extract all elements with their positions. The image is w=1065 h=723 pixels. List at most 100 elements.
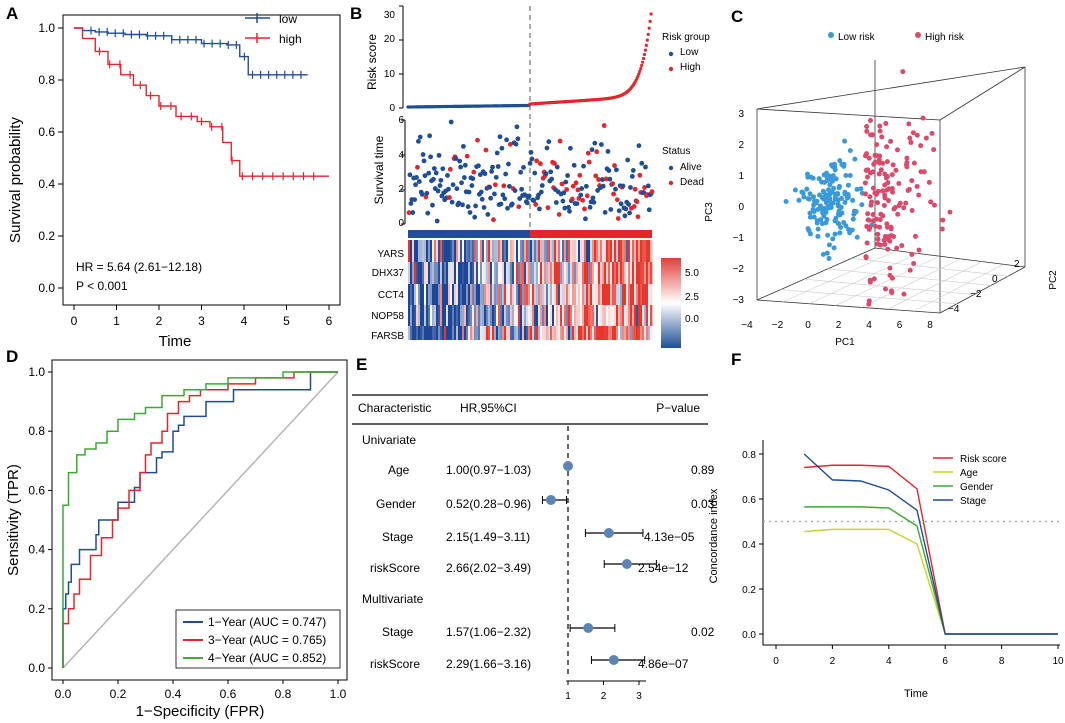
survival-point [637,143,642,148]
km-xlabel: Time [159,333,192,350]
pca-point-low [826,187,831,192]
roc-ylabel: Sensitivity (TPR) [5,464,22,576]
group-bar-low [408,230,530,238]
pca-grid-line [804,279,974,294]
pca-point-low [832,245,837,250]
panel-label-c: C [731,7,743,26]
forest-xtick-label: 3 [636,691,642,702]
pca-point-low [796,198,801,203]
cindex-xtick-label: 0 [773,656,779,667]
survival-point [468,210,473,215]
pca-point-low [805,175,810,180]
survival-point [489,169,494,174]
survival-point [439,178,444,183]
pca-point-low [824,171,829,176]
survival-point [606,168,611,173]
pca-point-high [863,191,868,196]
risk-score-point [645,44,648,47]
pca-point-low [827,192,832,197]
survival-point [570,197,575,202]
survival-point [427,133,432,138]
pca-xtick: 6 [897,320,903,331]
pca-ytick: −2 [733,264,745,275]
survival-point [494,175,499,180]
survival-point [639,161,644,166]
survival-time-ylabel: Survival time [372,135,386,204]
heatmap-cell [650,284,652,306]
pca-legend-high: High risk [925,32,965,43]
pca-point-low [818,206,823,211]
roc-legend-4y: 4−Year (AUC = 0.852) [208,651,326,665]
survival-point [495,151,500,156]
pca-point-high [886,186,891,191]
pca-point-high [865,240,870,245]
forest-header-hr: HR,95%CI [460,401,517,415]
survival-point [487,185,492,190]
survival-point [586,151,591,156]
km-legend-high: high [279,32,302,46]
heat-scale-5: 5.0 [685,268,699,279]
pca-3d: Low risk High risk PC1 PC3 PC2 −4 −2 0 2 4 6 8… [704,32,1059,348]
cindex-plot: Concordance index Time Risk score Age Ge… [708,440,1064,700]
forest-row-riskscore-name: riskScore [370,561,420,575]
forest-group-multivariate: Multivariate [362,592,424,606]
cindex-xtick-label: 6 [942,656,948,667]
forest-row-age-name: Age [388,463,410,477]
pca-point-high [885,247,890,252]
pca-point-low [827,242,832,247]
pca-point-high [865,175,870,180]
pca-point-high [871,218,876,223]
pca-point-high [909,178,914,183]
roc-xtick-label: 0.0 [55,687,72,701]
panel-label-e: E [356,355,367,374]
pca-point-high [909,252,914,257]
pca-point-low [816,227,821,232]
cindex-xtick-label: 10 [1052,656,1064,667]
survival-point [506,162,511,167]
survival-point [566,205,571,210]
roc-xtick-label: 0.4 [165,687,182,701]
survival-point [561,199,566,204]
pca-point-high [890,276,895,281]
risk-score-point [641,61,644,64]
risk-score-point [649,20,652,23]
pca-point-high [885,225,890,230]
risk-score-ylabel: Risk score [365,34,379,90]
survival-point [578,193,583,198]
survival-point [513,188,518,193]
survival-point [602,123,607,128]
pca-point-low [826,256,831,261]
pca-point-high [887,266,892,271]
km-ytick-label: 1.0 [38,21,55,35]
survival-point [539,190,544,195]
gene-nop58: NOP58 [371,311,404,322]
pca-point-low [843,173,848,178]
survival-point [469,183,474,188]
survival-point [515,124,520,129]
survival-point [519,187,524,192]
pca-xtick: 8 [927,320,933,331]
pca-point-high [867,298,872,303]
survival-point [448,167,453,172]
cindex-ytick-label: 0.2 [742,585,756,596]
pca-point-high [865,211,870,216]
pca-point-high [889,288,894,293]
survival-point [554,200,559,205]
pca-point-high [876,189,881,194]
survival-point [612,163,617,168]
survival-point [599,142,604,147]
risk-score-point [643,53,646,56]
forest-row-age-p: 0.89 [691,463,715,477]
pca-point-low [825,205,830,210]
survival-point [465,154,470,159]
risk-ytick-0: 0 [389,103,395,114]
status-legend-dead: Dead [680,177,704,188]
pca-point-high [864,255,869,260]
forest-row-riskscore-m-hr: 2.29(1.66−3.16) [446,657,531,671]
survival-point [617,208,622,213]
survival-point [413,182,418,187]
km-xtick-label: 2 [156,314,163,328]
gene-cct4: CCT4 [378,290,405,301]
pca-point-low [827,182,832,187]
survival-point [555,165,560,170]
